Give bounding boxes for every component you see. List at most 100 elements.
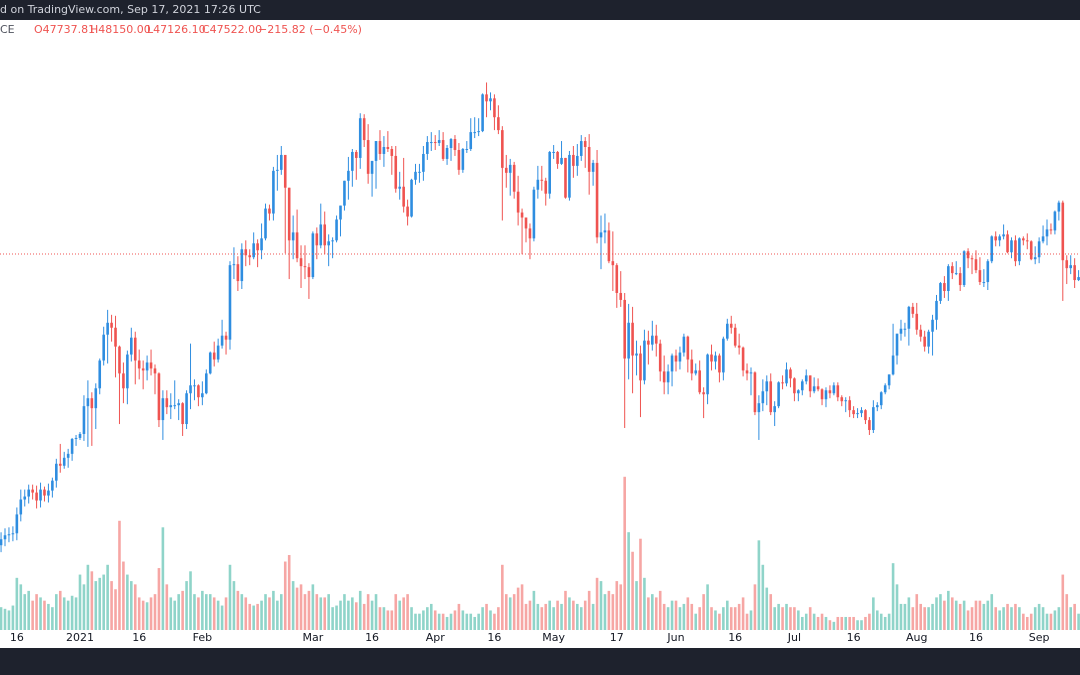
volume-bar [287, 555, 291, 630]
candle-body [773, 406, 776, 413]
candle-body [287, 187, 291, 241]
volume-bar [1073, 603, 1076, 630]
volume-bar [181, 590, 184, 630]
volume-bar [647, 597, 650, 630]
volume-bar [824, 616, 828, 630]
volume-bar [947, 590, 950, 630]
candle-body [418, 171, 421, 173]
volume-bar [789, 607, 792, 630]
candle-body [840, 397, 844, 402]
volume-bar [694, 613, 698, 630]
candle-body [927, 331, 930, 347]
candle-body [1057, 202, 1061, 212]
volume-bar [524, 603, 528, 630]
volume-bar [11, 605, 15, 630]
candle-body [836, 385, 840, 398]
volume-bar [520, 584, 524, 630]
candle-body [43, 489, 46, 496]
candle-body [702, 392, 705, 395]
candle-body [1069, 265, 1072, 269]
volume-bar [931, 603, 934, 630]
volume-bar [27, 590, 30, 630]
volume-bar [583, 600, 587, 630]
volume-bar [872, 597, 875, 630]
candle-body [982, 282, 986, 284]
volume-bar [1006, 603, 1009, 630]
candle-body [299, 258, 303, 267]
volume-bar [220, 605, 224, 630]
volume-bar [939, 594, 942, 630]
volume-bar [887, 613, 891, 630]
candle-body [516, 191, 520, 213]
volume-bar [15, 577, 19, 630]
volume-bar [272, 590, 275, 630]
candle-body [1073, 265, 1076, 281]
volume-bar [536, 603, 540, 630]
candle-body [189, 385, 192, 394]
candle-body [781, 382, 784, 384]
volume-bar [47, 603, 50, 630]
candle-body [864, 410, 867, 421]
volume-bar [19, 584, 23, 630]
volume-bar [828, 620, 832, 630]
volume-bar [726, 600, 729, 630]
candle-body [947, 266, 950, 291]
volume-bar [390, 610, 394, 630]
volume-bar [793, 607, 796, 630]
candle-body [126, 354, 129, 389]
volume-bar [619, 584, 623, 630]
candle-body [386, 147, 390, 149]
candle-body [35, 492, 38, 501]
x-tick-label: 16 [365, 631, 379, 644]
volume-bar [627, 532, 630, 630]
volume-bar [804, 613, 808, 630]
volume-bar [970, 607, 974, 630]
volume-bar [102, 574, 105, 630]
candle-body [741, 347, 745, 371]
candle-body [1041, 236, 1045, 242]
volume-bar [94, 581, 98, 630]
candle-body [591, 162, 595, 172]
volume-bar [197, 597, 200, 630]
volume-bar [516, 587, 520, 630]
candle-body [461, 148, 465, 170]
volume-bar [55, 594, 58, 630]
volume-bar [686, 597, 690, 630]
candle-body [883, 385, 887, 393]
volume-bar [153, 594, 157, 630]
volume-bar [414, 613, 417, 630]
volume-bar [994, 607, 998, 630]
volume-bar [7, 610, 11, 630]
volume-bar [441, 613, 445, 630]
volume-bar [315, 594, 319, 630]
candle-body [824, 390, 828, 400]
volume-bar [840, 616, 844, 630]
candle-body [197, 385, 200, 398]
candle-body [185, 393, 188, 425]
candle-body [429, 142, 433, 144]
candle-body [733, 327, 737, 346]
volume-bar [907, 597, 911, 630]
volume-bar [205, 594, 208, 630]
candle-body [761, 391, 765, 404]
candle-body [1022, 238, 1025, 241]
volume-bar [1061, 574, 1065, 630]
candle-body [698, 370, 701, 393]
volume-bar [469, 613, 473, 630]
volume-bar [244, 597, 248, 630]
candle-body [78, 433, 82, 438]
candle-body [789, 369, 792, 379]
x-tick-label: 16 [10, 631, 24, 644]
volume-bar [283, 561, 287, 630]
volume-bar [868, 613, 871, 630]
x-tick-label: Feb [193, 631, 212, 644]
candle-body [501, 130, 504, 168]
volume-bar [639, 538, 642, 630]
candle-body [114, 327, 117, 347]
candle-body [485, 94, 488, 102]
volume-bar [714, 610, 717, 630]
volume-bar [954, 600, 958, 630]
candle-body [1053, 211, 1057, 231]
x-tick-label: Aug [906, 631, 927, 644]
